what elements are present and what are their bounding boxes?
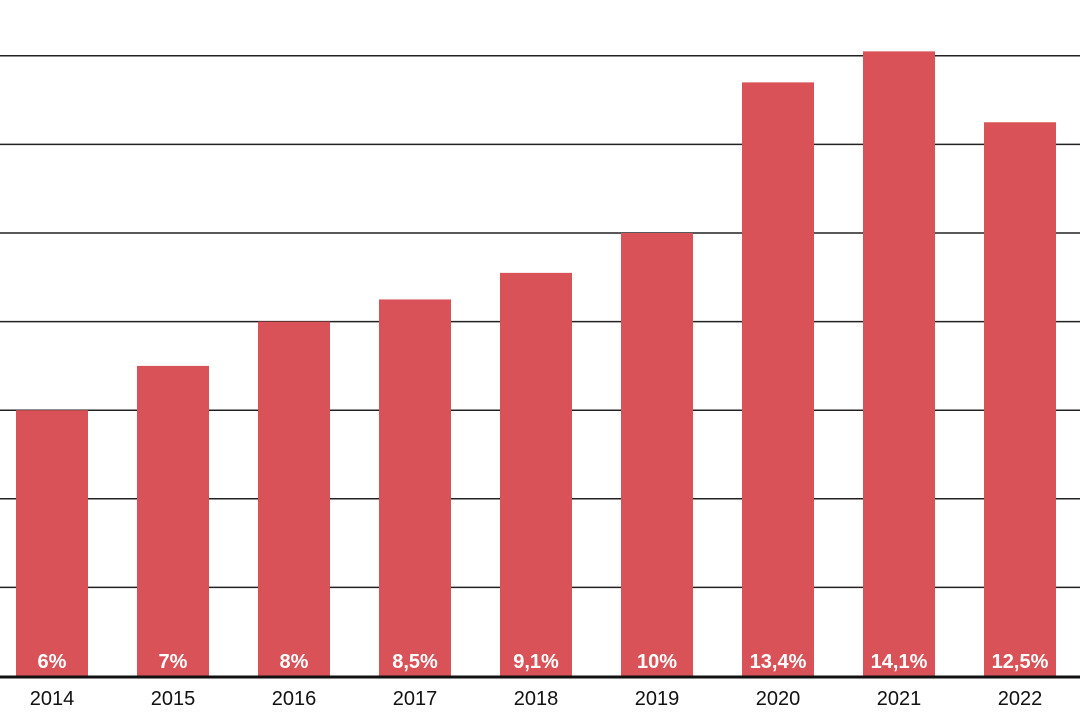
x-tick-label-2014: 2014: [30, 688, 75, 710]
data-label-2018: 9,1%: [513, 651, 559, 673]
data-label-2017: 8,5%: [392, 651, 438, 673]
bar-2016: [258, 321, 330, 676]
bar-2017: [379, 299, 451, 676]
x-tick-label-2022: 2022: [998, 688, 1043, 710]
data-labels: 6% 7% 8% 8,5% 9,1% 10% 13,4% 14,1% 12,5%: [38, 651, 1049, 673]
data-label-2019: 10%: [637, 651, 677, 673]
bar-2018: [500, 272, 572, 676]
data-label-2021: 14,1%: [871, 651, 928, 673]
bars: [16, 51, 1056, 677]
data-label-2020: 13,4%: [750, 651, 807, 673]
x-tick-label-2020: 2020: [756, 688, 801, 710]
bar-2015: [137, 365, 209, 676]
data-label-2015: 7%: [159, 651, 188, 673]
bar-2022: [984, 122, 1056, 676]
data-label-2014: 6%: [38, 651, 67, 673]
x-tick-label-2019: 2019: [635, 688, 680, 710]
x-axis: 2014 2015 2016 2017 2018 2019 2020 2021 2022: [0, 675, 1080, 710]
bar-2014: [16, 410, 88, 676]
data-label-2016: 8%: [280, 651, 309, 673]
x-tick-label-2015: 2015: [151, 688, 196, 710]
x-tick-label-2017: 2017: [393, 688, 438, 710]
x-tick-label-2016: 2016: [272, 688, 317, 710]
bar-2019: [621, 233, 693, 676]
bar-2020: [742, 82, 814, 676]
bar-2021: [863, 51, 935, 677]
x-tick-label-2021: 2021: [877, 688, 922, 710]
x-tick-label-2018: 2018: [514, 688, 559, 710]
data-label-2022: 12,5%: [992, 651, 1049, 673]
